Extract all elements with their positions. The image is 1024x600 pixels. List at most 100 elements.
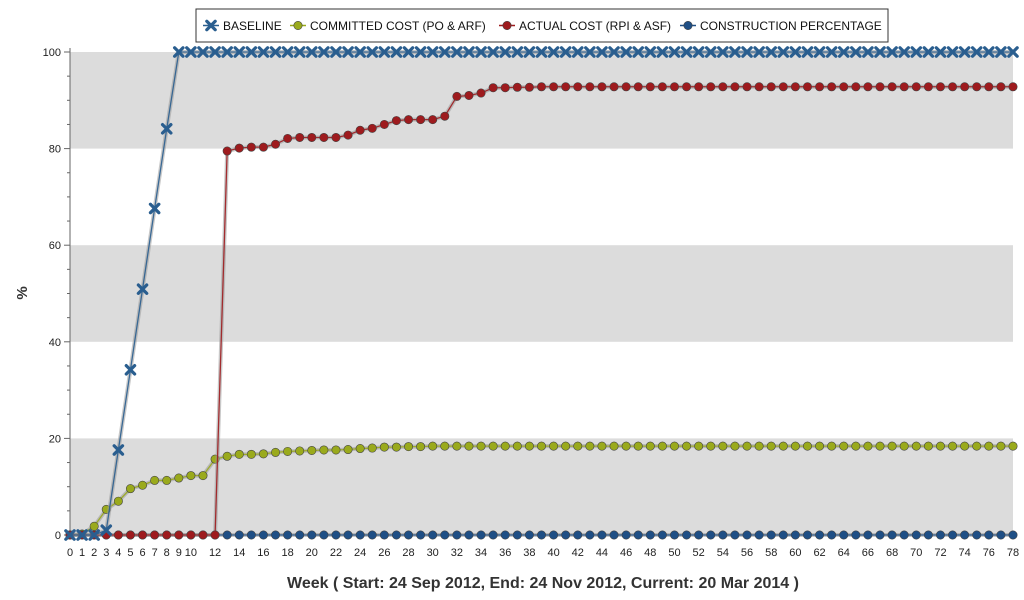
data-point <box>416 442 426 452</box>
data-point <box>451 46 463 58</box>
marker-stroke <box>789 46 802 58</box>
data-point <box>911 441 921 451</box>
legend-item-baseline[interactable]: BASELINE <box>203 19 282 33</box>
legend-item-actual-cost-rpi-asf[interactable]: ACTUAL COST (RPI & ASF) <box>499 19 671 33</box>
marker-stroke <box>233 46 246 58</box>
data-point <box>391 530 401 540</box>
marker-stroke <box>463 46 475 58</box>
data-point <box>319 530 329 540</box>
data-point <box>645 82 655 92</box>
data-point <box>960 82 970 92</box>
data-point <box>307 445 317 455</box>
marker-stroke <box>124 364 137 376</box>
marker-stroke <box>632 46 645 58</box>
marker-stroke <box>644 46 657 58</box>
data-point <box>390 46 403 58</box>
data-point <box>125 530 135 540</box>
legend-item-committed-cost-po-arf[interactable]: COMMITTED COST (PO & ARF) <box>290 19 486 33</box>
data-point <box>500 83 510 93</box>
data-point <box>644 46 657 58</box>
data-point <box>657 530 667 540</box>
data-point <box>173 46 185 58</box>
x-tick-label: 44 <box>596 547 608 559</box>
data-point <box>995 46 1007 58</box>
x-tick-label: 58 <box>765 547 777 559</box>
x-tick-label: 22 <box>330 547 342 559</box>
marker-stroke <box>547 46 560 58</box>
data-point <box>633 441 643 451</box>
data-point <box>186 471 196 481</box>
data-point <box>680 46 693 58</box>
data-point <box>524 82 534 92</box>
x-tick-label: 52 <box>693 547 705 559</box>
data-point <box>331 132 341 142</box>
data-point <box>511 46 524 58</box>
data-point <box>271 530 281 540</box>
data-point <box>742 441 752 451</box>
data-point <box>162 530 172 540</box>
data-point <box>923 82 933 92</box>
data-point <box>790 530 800 540</box>
marker-stroke <box>148 202 161 215</box>
data-point <box>827 530 837 540</box>
data-point <box>391 442 401 452</box>
data-point <box>283 133 293 143</box>
data-point <box>319 132 329 142</box>
data-point <box>561 441 571 451</box>
data-point <box>549 441 559 451</box>
legend-item-construction-percentage[interactable]: CONSTRUCTION PERCENTAGE <box>680 19 882 33</box>
x-tick-label: 40 <box>547 547 559 559</box>
legend[interactable]: BASELINE COMMITTED COST (PO & ARF) ACTUAL … <box>195 8 889 43</box>
marker-stroke <box>221 46 233 58</box>
data-point <box>523 46 536 58</box>
marker-stroke <box>777 46 790 58</box>
marker-stroke <box>414 46 427 58</box>
data-point <box>815 530 825 540</box>
data-point <box>561 82 571 92</box>
x-tick-label: 2 <box>91 547 97 559</box>
data-point <box>778 441 788 451</box>
data-point <box>124 364 137 376</box>
data-point <box>318 46 330 58</box>
data-point <box>802 530 812 540</box>
x-tick-label: 70 <box>910 547 922 559</box>
data-point <box>76 529 88 541</box>
data-point <box>863 441 873 451</box>
marker-stroke <box>898 46 910 58</box>
data-point <box>186 530 196 540</box>
marker-stroke <box>608 46 620 58</box>
marker-stroke <box>995 46 1007 58</box>
data-point <box>416 115 426 125</box>
y-tick-label: 60 <box>49 240 61 252</box>
data-point <box>850 46 862 58</box>
x-tick-label: 6 <box>139 547 145 559</box>
data-point <box>609 530 619 540</box>
data-point <box>669 441 679 451</box>
data-point <box>585 441 595 451</box>
data-point <box>464 530 474 540</box>
data-point <box>935 530 945 540</box>
data-point <box>138 480 148 490</box>
data-point <box>499 46 512 58</box>
marker-stroke <box>571 46 584 58</box>
x-tick-label: 0 <box>67 547 73 559</box>
x-tick-label: 56 <box>741 547 753 559</box>
data-point <box>682 530 692 540</box>
data-point <box>815 441 825 451</box>
data-point <box>136 283 149 295</box>
data-point <box>378 46 391 58</box>
data-point <box>851 530 861 540</box>
data-point <box>777 46 790 58</box>
data-point <box>246 530 256 540</box>
data-point <box>307 132 317 142</box>
data-point <box>863 530 873 540</box>
data-point <box>620 46 632 58</box>
y-tick-label: 100 <box>43 47 61 59</box>
legend-label: ACTUAL COST (RPI & ASF) <box>519 19 671 33</box>
data-point <box>996 530 1006 540</box>
data-point <box>802 82 812 92</box>
data-point <box>983 46 995 58</box>
x-tick-label: 68 <box>886 547 898 559</box>
marker-stroke <box>402 46 415 58</box>
data-point <box>862 46 874 58</box>
